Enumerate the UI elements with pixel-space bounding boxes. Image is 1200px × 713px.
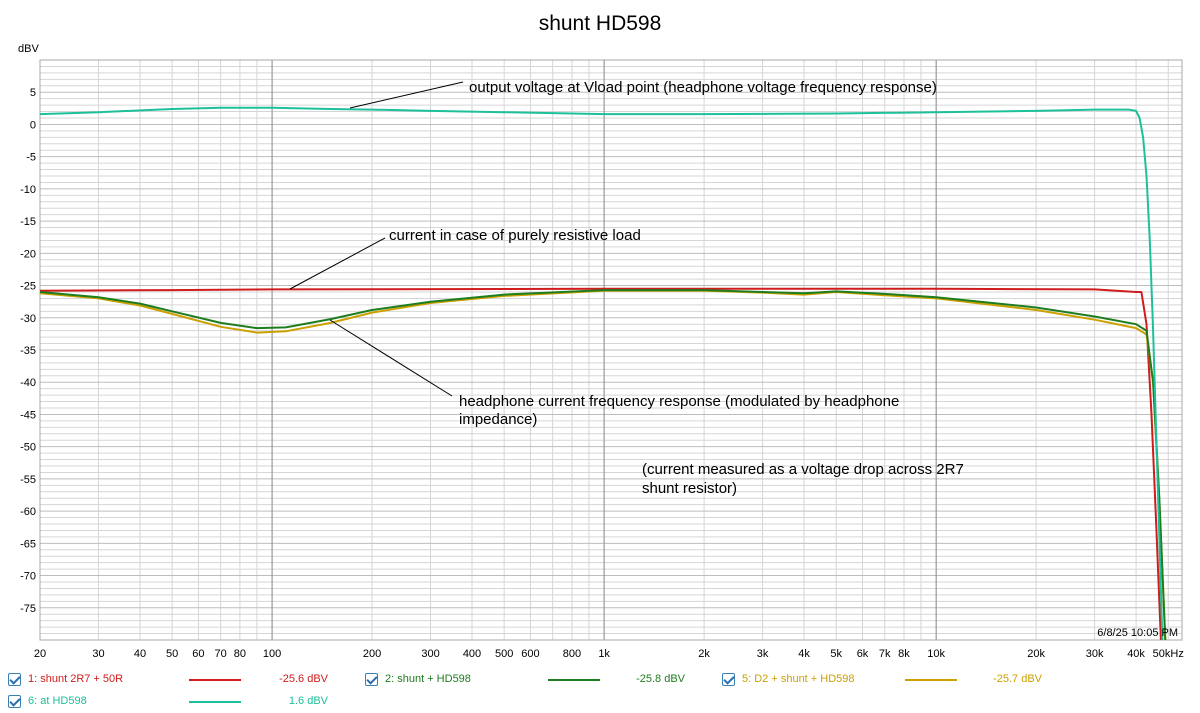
y-tick-label: -65 xyxy=(20,538,36,550)
y-tick-label: -45 xyxy=(20,409,36,421)
legend-item-series-6[interactable]: 6: at HD598 1.6 dBV xyxy=(8,692,338,712)
series-line-2 xyxy=(40,289,1167,640)
x-tick-label: 3k xyxy=(757,648,769,660)
annotation-pointer-resistive xyxy=(289,237,386,290)
series-6-checkbox[interactable] xyxy=(8,695,21,708)
x-tick-label: 8k xyxy=(898,648,910,660)
x-tick-label: 60 xyxy=(192,648,204,660)
x-tick-label: 30k xyxy=(1086,648,1104,660)
y-tick-label: -10 xyxy=(20,184,36,196)
x-tick-label: 4k xyxy=(798,648,810,660)
legend-label: 2: shunt + HD598 xyxy=(385,673,471,685)
y-tick-label: -30 xyxy=(20,313,36,325)
x-tick-label: 7k xyxy=(879,648,891,660)
x-tick-label: 70 xyxy=(215,648,227,660)
x-tick-label: 100 xyxy=(263,648,281,660)
legend-label: 6: at HD598 xyxy=(28,695,87,707)
x-tick-label: 80 xyxy=(234,648,246,660)
y-tick-label: -60 xyxy=(20,506,36,518)
chart-title: shunt HD598 xyxy=(539,12,662,35)
y-tick-label: -35 xyxy=(20,345,36,357)
series-line-4 xyxy=(40,106,1164,640)
annotations: output voltage at Vload point (headphone… xyxy=(289,79,964,497)
plot-area xyxy=(40,106,1167,640)
y-tick-label: -25 xyxy=(20,281,36,293)
x-tick-label: 300 xyxy=(421,648,439,660)
x-tick-label: 50 xyxy=(166,648,178,660)
legend-swatch xyxy=(189,679,241,681)
y-tick-label: -5 xyxy=(26,152,36,164)
legend-item-series-2[interactable]: 2: shunt + HD598 -25.8 dBV xyxy=(365,670,695,690)
y-tick-label: -20 xyxy=(20,248,36,260)
x-tick-label: 6k xyxy=(857,648,869,660)
x-tick-label: 500 xyxy=(495,648,513,660)
legend-swatch xyxy=(905,679,957,681)
series-5-checkbox[interactable] xyxy=(722,673,735,686)
plot-frame xyxy=(39,59,1183,641)
annotation-voltage: output voltage at Vload point (headphone… xyxy=(469,79,937,96)
legend-item-series-5[interactable]: 5: D2 + shunt + HD598 -25.7 dBV xyxy=(722,670,1052,690)
y-tick-label: -40 xyxy=(20,377,36,389)
x-tick-label: 1k xyxy=(598,648,610,660)
annotation-shunt-line1: (current measured as a voltage drop acro… xyxy=(642,461,964,478)
legend-swatch xyxy=(189,701,241,703)
legend-value: -25.6 dBV xyxy=(279,673,328,685)
x-tick-label: 30 xyxy=(92,648,104,660)
y-tick-label: -75 xyxy=(20,603,36,615)
x-tick-label: 400 xyxy=(463,648,481,660)
series-1-checkbox[interactable] xyxy=(8,673,21,686)
legend-item-series-1[interactable]: 1: shunt 2R7 + 50R -25.6 dBV xyxy=(8,670,338,690)
chart: shunt HD598 dBV 50-5-10-15-20-25-30-35-4… xyxy=(18,12,1184,660)
x-tick-label: 5k xyxy=(830,648,842,660)
grid xyxy=(39,59,1183,641)
annotation-current-line1: headphone current frequency response (mo… xyxy=(459,393,899,410)
y-tick-label: 0 xyxy=(30,119,36,131)
x-tick-label: 200 xyxy=(363,648,381,660)
timestamp: 6/8/25 10:05 PM xyxy=(1097,627,1178,639)
legend-value: 1.6 dBV xyxy=(288,695,328,707)
x-tick-label: 2k xyxy=(698,648,710,660)
legend-label: 5: D2 + shunt + HD598 xyxy=(742,673,855,685)
y-tick-label: -55 xyxy=(20,474,36,486)
x-tick-label: 40k xyxy=(1127,648,1145,660)
x-tick-label: 10k xyxy=(927,648,945,660)
series-2-checkbox[interactable] xyxy=(365,673,378,686)
series-line-1 xyxy=(40,287,1162,640)
legend-value: -25.8 dBV xyxy=(636,673,685,685)
y-axis-label: dBV xyxy=(18,43,39,55)
legend-value: -25.7 dBV xyxy=(993,673,1042,685)
y-tick-label: -70 xyxy=(20,571,36,583)
legend-label: 1: shunt 2R7 + 50R xyxy=(28,673,124,685)
legend-swatch xyxy=(548,679,600,681)
x-tick-label: 20k xyxy=(1027,648,1045,660)
x-tick-label: 800 xyxy=(563,648,581,660)
x-tick-label: 50kHz xyxy=(1153,648,1184,660)
x-tick-label: 600 xyxy=(521,648,539,660)
annotation-pointer-current xyxy=(329,319,453,397)
axis-ticks: 50-5-10-15-20-25-30-35-40-45-50-55-60-65… xyxy=(20,87,1184,660)
y-tick-label: -50 xyxy=(20,442,36,454)
annotation-shunt-line2: shunt resistor) xyxy=(642,480,737,497)
annotation-current-line2: impedance) xyxy=(459,411,537,428)
annotation-pointer-voltage xyxy=(349,81,464,109)
legend: 1: shunt 2R7 + 50R -25.6 dBV 2: shunt + … xyxy=(0,668,1200,713)
annotation-resistive: current in case of purely resistive load xyxy=(389,227,641,244)
x-tick-label: 20 xyxy=(34,648,46,660)
y-tick-label: 5 xyxy=(30,87,36,99)
x-tick-label: 40 xyxy=(134,648,146,660)
y-tick-label: -15 xyxy=(20,216,36,228)
